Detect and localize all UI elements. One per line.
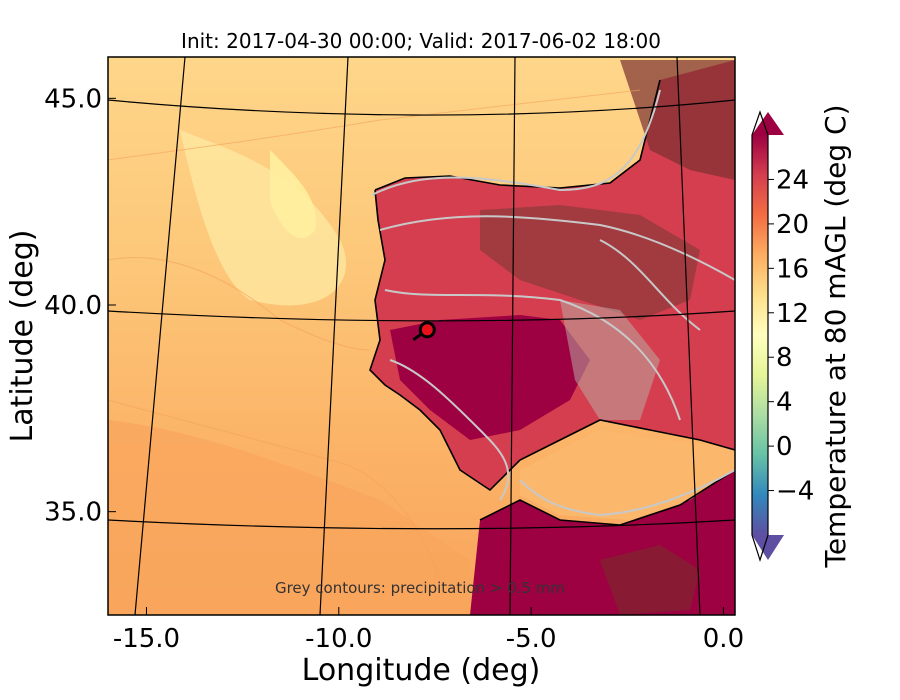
x-tick-label: -10.0 (305, 624, 372, 654)
x-tick-label: -5.0 (506, 624, 557, 654)
map-frame (107, 56, 736, 616)
x-axis-ticks: -15.0 -10.0 -5.0 0.0 (113, 607, 744, 654)
map-plot-area: Grey contours: precipitation > 0.5 mm (108, 57, 735, 615)
precipitation-annotation: Grey contours: precipitation > 0.5 mm (275, 579, 565, 597)
y-tick-label: 40.0 (44, 291, 102, 321)
colorbar-tick-label: 24 (776, 165, 809, 195)
y-axis-ticks: 35.0 40.0 45.0 (44, 84, 116, 528)
y-tick-label: 35.0 (44, 498, 102, 528)
colorbar-ticks: 24 20 16 12 8 4 0 −4 (768, 165, 814, 507)
location-marker (412, 321, 436, 342)
graticule (108, 57, 735, 615)
chart-title: Init: 2017-04-30 00:00; Valid: 2017-06-0… (181, 29, 661, 53)
colorbar-body (752, 135, 768, 535)
y-tick-label: 45.0 (44, 84, 102, 114)
iberia-northern-highlands (480, 205, 700, 320)
colorbar-min-extension (752, 535, 784, 560)
colorbar-tick-label: 8 (776, 343, 793, 373)
sea-cool-tongue (180, 130, 346, 306)
y-axis-label: Latitude (deg) (5, 230, 40, 443)
colorbar-tick-label: −4 (776, 477, 814, 507)
colorbar-tick-label: 20 (776, 210, 809, 240)
x-axis-label: Longitude (deg) (302, 653, 541, 688)
iberia-east-mountains (560, 300, 660, 420)
mediterranean-sea (520, 430, 735, 520)
coastline (369, 79, 735, 526)
x-tick-label: -15.0 (113, 624, 180, 654)
sea-coolest-patch (270, 150, 316, 239)
temperature-contours (108, 89, 641, 581)
x-tick-label: 0.0 (703, 624, 744, 654)
colorbar-tick-label: 16 (776, 254, 809, 284)
precipitation-contours (371, 89, 735, 517)
colorbar-label: Temperature at 80 mAGL (deg C) (819, 104, 852, 568)
colorbar-tick-label: 12 (776, 299, 809, 329)
sea-warm-band (108, 420, 470, 615)
colorbar: 24 20 16 12 8 4 0 −4 (751, 110, 814, 562)
colorbar-tick-label: 4 (776, 388, 793, 418)
colorbar-max-extension (752, 112, 784, 135)
colorbar-frame (751, 110, 769, 562)
colorbar-tick-label: 0 (776, 432, 793, 462)
pyrenees-region (620, 60, 735, 180)
iberia-hot-interior (390, 315, 590, 440)
